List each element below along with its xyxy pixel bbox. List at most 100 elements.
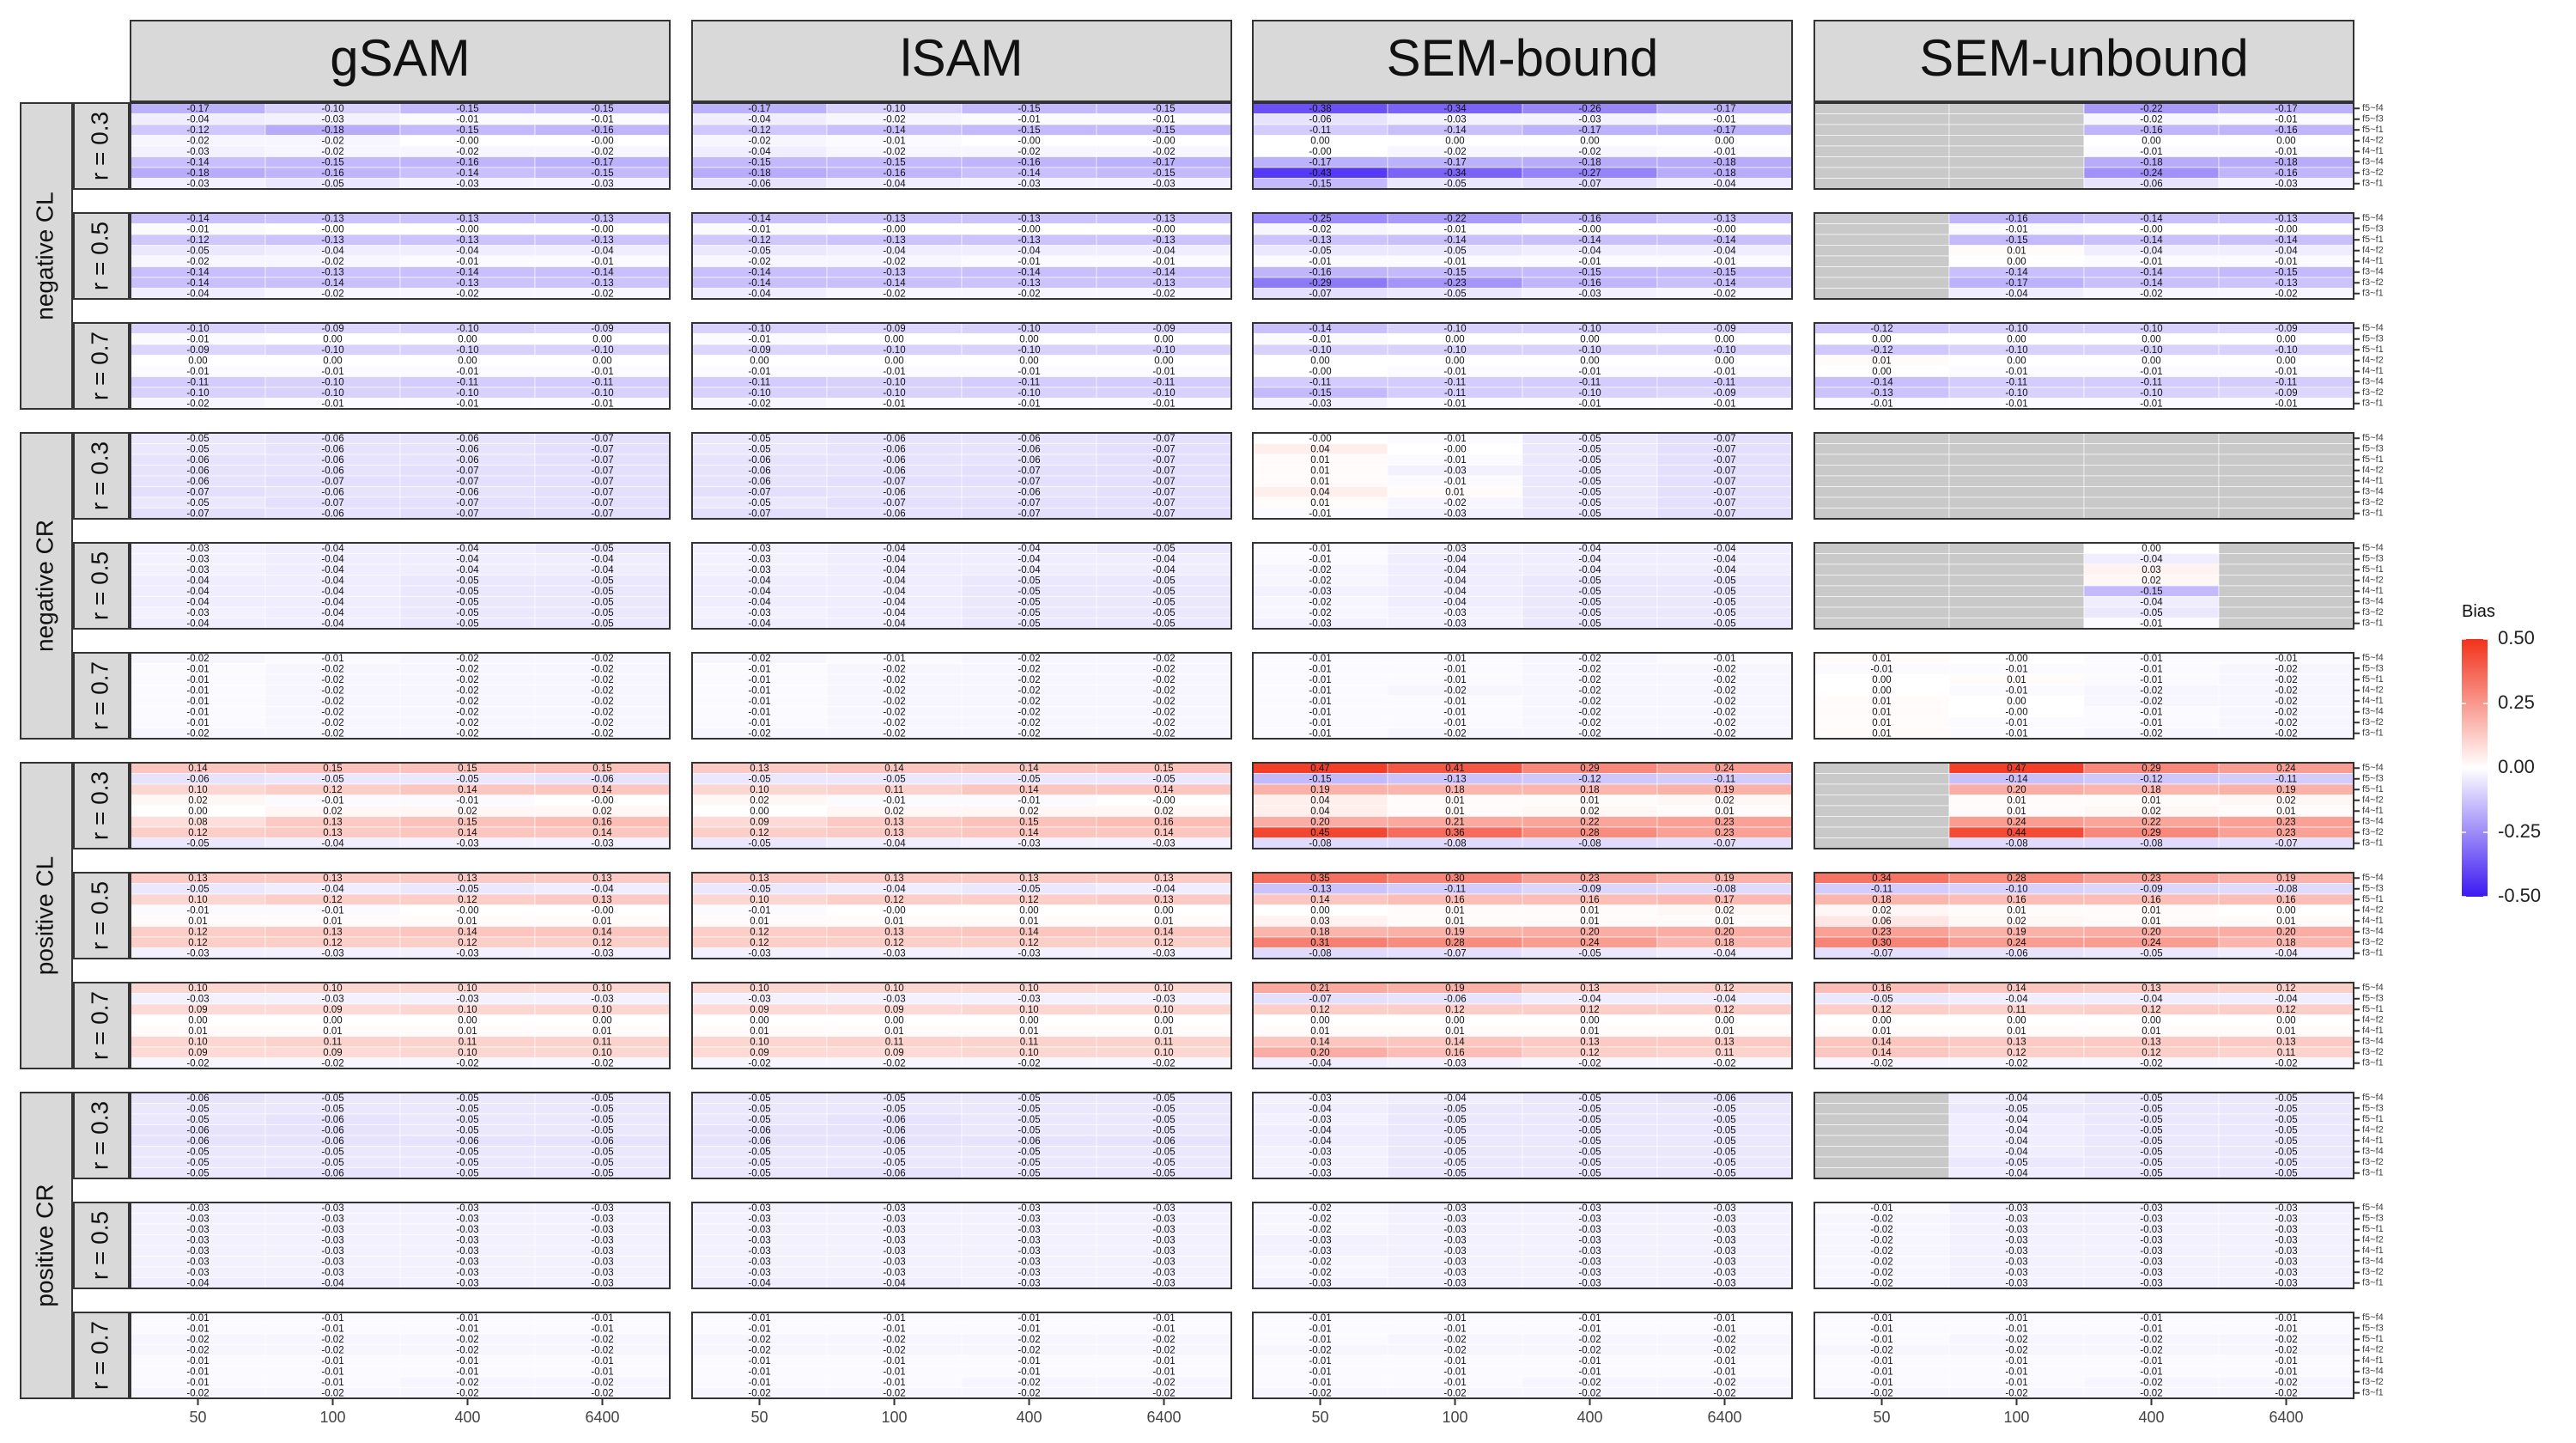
cell-label: -0.02: [1152, 718, 1175, 728]
cell-label: -0.12: [186, 235, 209, 246]
cell-label: -0.01: [456, 1324, 478, 1334]
cell-label: -0.01: [1152, 1367, 1175, 1377]
cell-label: -0.01: [1152, 1313, 1175, 1324]
cell-label: 0.11: [459, 1037, 477, 1047]
cell-label: -0.14: [2140, 278, 2163, 289]
cell-label: -0.11: [457, 377, 478, 387]
cell-label: -0.04: [591, 565, 614, 575]
heatmap-cell: [1814, 542, 1950, 554]
cell-label: -0.04: [883, 1278, 906, 1288]
cell-label: -0.02: [1443, 1388, 1466, 1398]
cell-label: 0.01: [1310, 466, 1329, 476]
cell-label: -0.05: [1578, 1125, 1601, 1136]
cell-label: 0.00: [2276, 905, 2295, 916]
cell-label: -0.01: [1713, 1313, 1735, 1324]
cell-label: 0.14: [592, 927, 612, 937]
cell-label: -0.01: [748, 685, 770, 696]
y-tick-label: f5~f1: [2362, 1004, 2384, 1014]
cell-label: -0.01: [748, 707, 770, 717]
y-tick-label: f3~f2: [2362, 717, 2384, 728]
cell-label: -0.06: [883, 434, 905, 444]
correlation-strip: r = 0.5: [73, 1202, 130, 1289]
heatmap-cell: [1948, 156, 2085, 168]
cell-label: -0.14: [2140, 214, 2163, 224]
cell-label: -0.01: [321, 1313, 343, 1324]
cell-label: -0.04: [1018, 565, 1041, 575]
cell-label: -0.03: [186, 544, 209, 554]
cell-label: -0.07: [1152, 498, 1175, 508]
y-tick-label: f3~f1: [2362, 1168, 2384, 1178]
cell-label: -0.02: [186, 1345, 209, 1355]
heatmap-cell: [2218, 475, 2354, 487]
cell-label: -0.02: [1309, 1388, 1331, 1398]
y-tick-label: f5~f4: [2362, 873, 2384, 883]
cell-label: -0.01: [456, 1356, 478, 1367]
cell-label: -0.06: [883, 1136, 905, 1147]
cell-label: -0.01: [1309, 728, 1331, 739]
heatmap-cell: [1814, 145, 1950, 157]
cell-label: -0.00: [883, 224, 905, 234]
cell-label: -0.03: [1443, 1235, 1466, 1245]
y-tick-label: f4~f1: [2362, 146, 2384, 156]
y-tick-label: f3~f2: [2362, 827, 2384, 837]
cell-label: -0.03: [1309, 1093, 1331, 1104]
cell-label: 0.36: [1445, 828, 1464, 838]
cell-label: 0.00: [750, 356, 769, 366]
cell-label: -0.03: [1018, 1268, 1040, 1278]
cell-label: -0.01: [748, 1324, 770, 1334]
cell-label: 0.01: [592, 916, 611, 927]
cell-label: -0.07: [1152, 434, 1175, 444]
cell-label: -0.02: [456, 664, 478, 674]
cell-label: -0.03: [321, 1246, 343, 1257]
cell-label: -0.02: [1152, 728, 1175, 739]
cell-label: 0.14: [1445, 1037, 1465, 1047]
cell-label: -0.03: [1578, 114, 1601, 125]
cell-label: -0.16: [2140, 125, 2162, 136]
cell-label: 0.02: [1019, 807, 1038, 817]
cell-label: 0.14: [1310, 1037, 1330, 1047]
cell-label: -0.05: [1309, 246, 1331, 256]
cell-label: -0.01: [591, 1313, 613, 1324]
cell-label: -0.02: [1578, 1058, 1601, 1069]
cell-label: 0.14: [188, 764, 208, 774]
cell-label: -0.06: [321, 1168, 343, 1178]
cell-label: -0.03: [1309, 1235, 1331, 1245]
cell-label: 0.01: [458, 1026, 477, 1037]
cell-label: -0.02: [2140, 1378, 2162, 1388]
cell-label: -0.03: [2275, 1203, 2297, 1214]
cell-label: -0.05: [1578, 1136, 1601, 1147]
cell-label: -0.13: [1309, 884, 1331, 894]
heatmap-cell: [1814, 475, 1950, 487]
cell-label: -0.07: [591, 477, 613, 487]
cell-label: 0.09: [323, 1048, 342, 1058]
cell-label: -0.05: [186, 1168, 209, 1178]
cell-label: -0.14: [748, 278, 771, 289]
cell-label: 0.10: [1154, 1005, 1173, 1015]
cell-label: 0.00: [884, 1015, 903, 1026]
cell-label: -0.04: [186, 618, 210, 629]
cell-label: -0.02: [1309, 1257, 1331, 1267]
cell-label: -0.04: [321, 544, 344, 554]
cell-label: 0.13: [1154, 895, 1173, 905]
cell-label: 0.04: [1310, 487, 1330, 497]
cell-label: -0.01: [186, 224, 209, 234]
cell-label: -0.01: [2140, 718, 2162, 728]
panel-border: [130, 102, 671, 190]
cell-label: -0.02: [2275, 289, 2297, 299]
heatmap-cell: [1948, 475, 2085, 487]
cell-label: -0.10: [1578, 388, 1601, 399]
cell-label: 0.00: [2276, 334, 2295, 344]
cell-label: -0.03: [1018, 838, 1040, 849]
heatmap-cell: [1814, 508, 1950, 520]
cell-label: -0.05: [1578, 608, 1601, 618]
cell-label: -0.00: [456, 224, 478, 234]
cell-label: -0.01: [1309, 508, 1331, 519]
cell-label: 0.18: [1445, 785, 1464, 795]
cell-label: -0.03: [1578, 289, 1601, 299]
heatmap-cell: [1948, 553, 2085, 565]
heatmap-cell: [1814, 288, 1950, 300]
cell-label: 0.01: [323, 916, 342, 927]
cell-label: -0.01: [1443, 434, 1466, 444]
heatmap-cell: [2218, 553, 2354, 565]
cell-label: -0.02: [1309, 1203, 1331, 1214]
